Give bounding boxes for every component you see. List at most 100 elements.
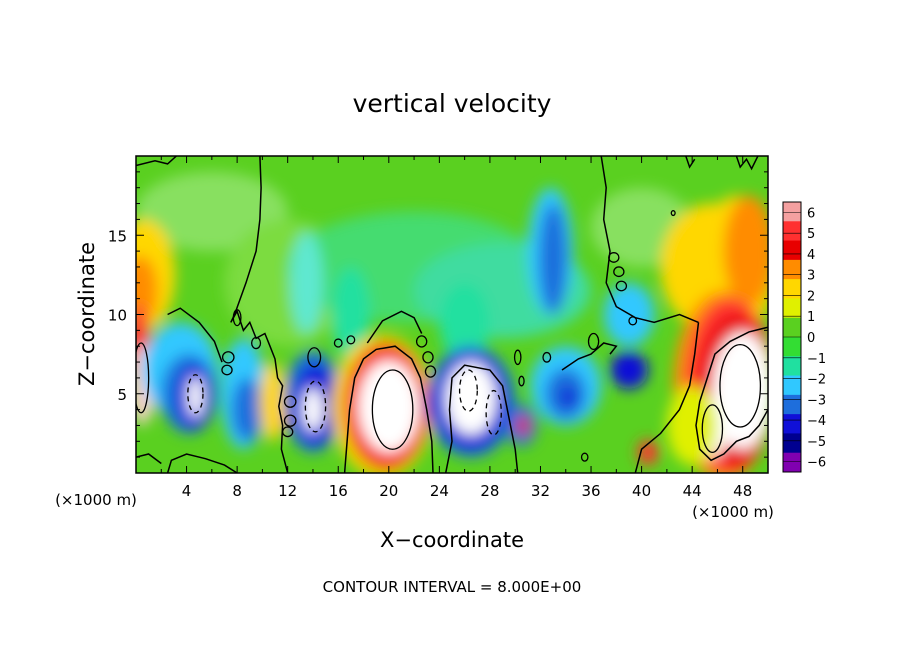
- zero-contour: [232, 309, 242, 327]
- field-blob: [358, 360, 420, 453]
- colorbar-label: 2: [807, 289, 815, 304]
- x-tick-label: 12: [278, 482, 297, 500]
- zero-contour: [608, 252, 620, 263]
- x-axis-label: X−coordinate: [380, 528, 524, 552]
- colorbar-label: −1: [807, 352, 826, 367]
- zero-contour: [422, 351, 434, 364]
- zero-contour: [600, 156, 699, 324]
- zero-contour: [735, 156, 759, 171]
- field-blob: [666, 385, 718, 466]
- zero-contour: [542, 351, 552, 363]
- zero-contour: [634, 322, 700, 473]
- zero-contour: [424, 365, 437, 378]
- colorbar-swatch: [783, 433, 801, 454]
- positive-contour: [695, 326, 768, 462]
- x-tick-label: 44: [683, 482, 702, 500]
- colorbar-label: −4: [807, 414, 826, 429]
- zero-contour: [685, 156, 696, 169]
- colorbar-swatch: [783, 414, 801, 434]
- colorbar-swatch: [783, 356, 801, 377]
- field-blob: [516, 415, 530, 435]
- negative-contour: [187, 374, 204, 414]
- colorbar-label: 6: [807, 206, 815, 221]
- field-blob: [723, 195, 768, 307]
- colorbar-swatch: [783, 298, 801, 319]
- colorbar-swatch: [783, 375, 801, 396]
- x-tick-label: 36: [581, 482, 600, 500]
- field-blob: [539, 203, 568, 315]
- field-blob: [302, 387, 324, 432]
- colorbar-label: 5: [807, 227, 815, 242]
- plot-area: [136, 156, 768, 473]
- x-tick-label: 48: [733, 482, 752, 500]
- colorbar-label: −2: [807, 373, 826, 388]
- field-blob: [712, 331, 768, 450]
- contour-lines: [136, 156, 768, 473]
- contour-interval-note: CONTOUR INTERVAL = 8.000E+00: [323, 578, 582, 596]
- zero-contour: [283, 395, 297, 408]
- y-tick-label: 10: [108, 307, 127, 325]
- negative-contour: [485, 389, 502, 436]
- zero-contour: [615, 280, 628, 292]
- field-blob: [232, 377, 263, 442]
- field-blob: [610, 350, 648, 389]
- colorbar-label: 0: [807, 331, 815, 346]
- zero-contour: [136, 453, 162, 465]
- field-blob: [560, 387, 576, 407]
- colorbar-label: −6: [807, 456, 826, 471]
- colorbar-swatch: [783, 259, 801, 280]
- zero-contour: [580, 452, 589, 462]
- field-blob: [331, 266, 370, 363]
- colorbar-swatch: [783, 452, 801, 473]
- zero-contour: [307, 347, 322, 368]
- x-tick-label: 16: [329, 482, 348, 500]
- zero-contour: [613, 266, 625, 278]
- x-tick-label: 4: [182, 482, 192, 500]
- zero-contour: [366, 310, 423, 344]
- positive-contour: [701, 404, 724, 454]
- field-blob: [637, 439, 659, 466]
- negative-contour: [458, 369, 478, 412]
- zero-contour: [415, 335, 428, 348]
- x-tick-label: 20: [379, 482, 398, 500]
- zero-contour: [343, 345, 434, 473]
- zero-contour: [587, 332, 600, 351]
- x-unit-right: (×1000 m): [692, 503, 774, 521]
- x-tick-label: 8: [232, 482, 242, 500]
- colorbar-swatch: [783, 394, 801, 415]
- zero-contour: [513, 349, 522, 366]
- positive-contour: [719, 343, 762, 428]
- x-tick-label: 24: [430, 482, 449, 500]
- field-blob: [439, 282, 490, 363]
- zero-contour: [221, 351, 235, 364]
- negative-contour: [304, 380, 327, 433]
- zero-contour: [518, 375, 525, 387]
- zero-contour: [230, 156, 289, 473]
- zero-contour: [444, 364, 519, 473]
- y-tick-label: 15: [108, 227, 127, 245]
- field-blob: [290, 232, 324, 334]
- zero-contour: [251, 336, 262, 350]
- zero-contour: [167, 307, 223, 363]
- zero-contour: [221, 364, 233, 376]
- colorbar-label: −5: [807, 435, 826, 450]
- zero-contour: [136, 156, 177, 167]
- colorbar-swatch: [783, 317, 801, 338]
- zero-contour: [283, 414, 297, 427]
- y-tick-label: 5: [117, 386, 127, 404]
- colorbar-swatch: [783, 240, 801, 261]
- colorbar-swatch: [783, 202, 801, 222]
- chart-title: vertical velocity: [353, 89, 552, 118]
- x-tick-label: 40: [632, 482, 651, 500]
- x-unit-left: (×1000 m): [55, 491, 137, 509]
- zero-contour: [670, 210, 676, 217]
- colorbar-label: 3: [807, 269, 815, 284]
- x-tick-label: 28: [480, 482, 499, 500]
- x-axis: 4 8 12 16 20 24 28 32 36 40 44 48: [160, 156, 752, 500]
- colorbar-swatch: [783, 279, 801, 299]
- colorbar: 6 5 4 3 2 1 0 −1 −2 −3 −4 −5 −6: [782, 201, 826, 473]
- colorbar-swatch: [783, 337, 801, 357]
- zero-contour: [561, 342, 618, 371]
- field-blob: [136, 171, 288, 252]
